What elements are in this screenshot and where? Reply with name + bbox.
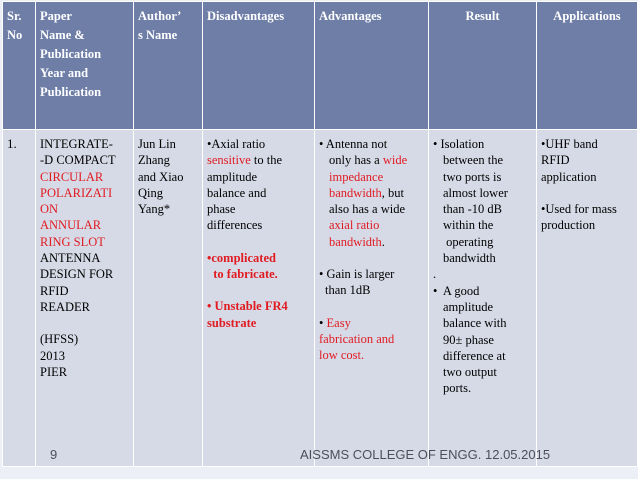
cell-paper: INTEGRATE- -D COMPACT CIRCULAR POLARIZAT… xyxy=(35,129,134,467)
header-result: Result xyxy=(428,1,537,130)
table-row: 1. INTEGRATE- -D COMPACT CIRCULAR POLARI… xyxy=(2,129,638,467)
footer-college: AISSMS COLLEGE OF ENGG. xyxy=(300,447,482,462)
header-disadvantages: Disadvantages xyxy=(202,1,315,130)
header-applications: Applications xyxy=(536,1,638,130)
cell-sr-no: 1. xyxy=(2,129,36,467)
cell-result: • Isolation between the two ports is alm… xyxy=(428,129,537,467)
header-author: Author’ s Name xyxy=(133,1,203,130)
footer-date: 12.05.2015 xyxy=(485,447,551,462)
cell-advantages: • Antenna not only has a wide impedance … xyxy=(314,129,429,467)
header-row: Sr. No Paper Name & Publication Year and Pu… xyxy=(2,1,638,130)
header-paper: Paper Name & Publication Year and Publicat… xyxy=(35,1,134,130)
header-sr-no: Sr. No xyxy=(2,1,36,130)
cell-applications: •UHF band RFID application •Used for mas… xyxy=(536,129,638,467)
page-number: 9 xyxy=(50,447,58,462)
comparison-table: Sr. No Paper Name & Publication Year and Pu… xyxy=(2,1,638,467)
header-advantages: Advantages xyxy=(314,1,429,130)
cell-author: Jun Lin Zhang and Xiao Qing Yang* xyxy=(133,129,203,467)
cell-disadvantages: •Axial ratio sensitive to the amplitude … xyxy=(202,129,315,467)
